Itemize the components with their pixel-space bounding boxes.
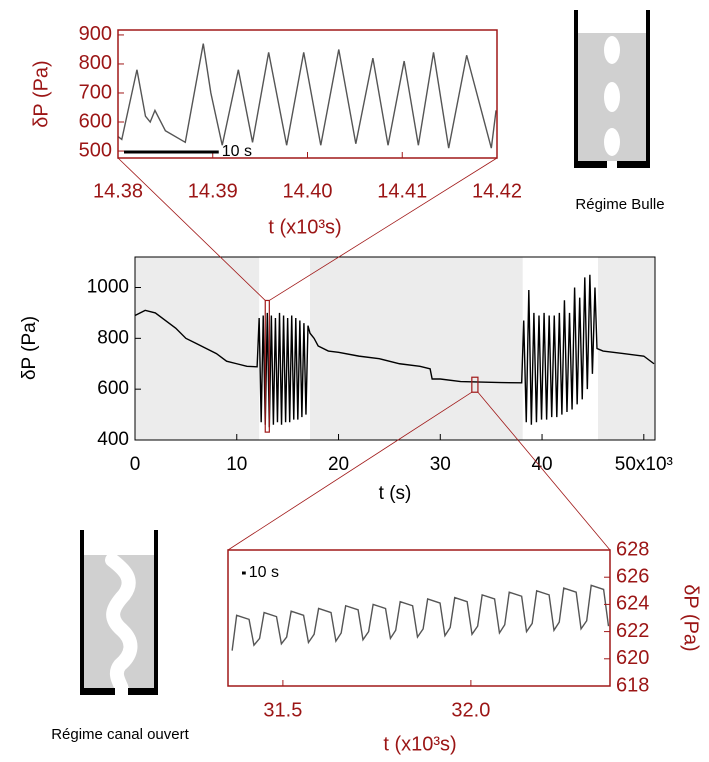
y-tick-label: 500: [79, 139, 112, 161]
plot-frame: [134, 256, 656, 441]
x-tick-label: 32.0: [451, 699, 490, 721]
data-line: [231, 584, 610, 651]
base: [617, 161, 650, 168]
zoom-connector: [117, 157, 266, 301]
x-tick-label: 14.40: [282, 180, 332, 202]
x-tick-label: 0: [130, 454, 141, 475]
x-tick-label: 14.39: [188, 180, 238, 202]
y-tick-label: 620: [616, 647, 649, 669]
y-tick-label: 900: [79, 23, 112, 45]
bubble: [604, 128, 620, 156]
y-tick-label: 1000: [87, 277, 129, 298]
data-line: [117, 43, 497, 149]
zoom-connector: [477, 391, 611, 551]
scale-bar-label: 10 s: [222, 143, 252, 160]
y-axis-label: δP (Pa): [19, 316, 40, 380]
x-tick-label: 10: [226, 454, 247, 475]
regime-label: Régime canal ouvert: [51, 726, 189, 743]
channel: [105, 553, 138, 697]
x-tick-label: 14.38: [93, 180, 143, 202]
x-tick-label: 40: [531, 454, 552, 475]
y-tick-label: 400: [97, 429, 129, 450]
x-tick-label: 20: [328, 454, 349, 475]
zoom-box: [471, 376, 479, 393]
x-tick-label: 14.42: [472, 180, 522, 202]
y-tick-label: 628: [616, 538, 649, 560]
bubble: [604, 82, 620, 112]
zoom-connector: [269, 157, 498, 301]
zoom-box: [264, 299, 270, 433]
x-tick-label: 30: [430, 454, 451, 475]
y-tick-label: 600: [79, 110, 112, 132]
y-axis-label: δP (Pa): [680, 584, 702, 651]
y-tick-label: 624: [616, 593, 649, 615]
shaded-region: [598, 257, 655, 440]
x-axis-label: t (x10³s): [383, 733, 456, 755]
x-axis-label: t (x10³s): [268, 216, 341, 238]
y-tick-label: 618: [616, 674, 649, 696]
channel-regime-icon: [80, 530, 158, 697]
base: [574, 161, 607, 168]
y-tick-label: 800: [79, 52, 112, 74]
y-axis-label: δP (Pa): [30, 60, 52, 127]
y-tick-label: 600: [97, 378, 129, 399]
shaded-region: [135, 257, 260, 440]
x-tick-label: 50x10³: [615, 454, 673, 475]
shaded-region: [310, 257, 523, 440]
y-tick-label: 800: [97, 327, 129, 348]
data-line: [134, 274, 655, 428]
bubble: [604, 36, 620, 64]
base: [128, 688, 158, 695]
scale-bar-label: 10 s: [249, 564, 279, 581]
x-axis-label: t (s): [379, 483, 412, 504]
x-tick-label: 14.41: [377, 180, 427, 202]
y-tick-label: 622: [616, 620, 649, 642]
bubble-regime-icon: [574, 10, 650, 168]
x-tick-label: 31.5: [263, 699, 302, 721]
y-tick-label: 626: [616, 565, 649, 587]
base: [80, 688, 115, 695]
plot-frame: [227, 549, 611, 687]
regime-label: Régime Bulle: [575, 196, 664, 213]
zoom-connector: [227, 391, 473, 551]
y-tick-label: 700: [79, 81, 112, 103]
